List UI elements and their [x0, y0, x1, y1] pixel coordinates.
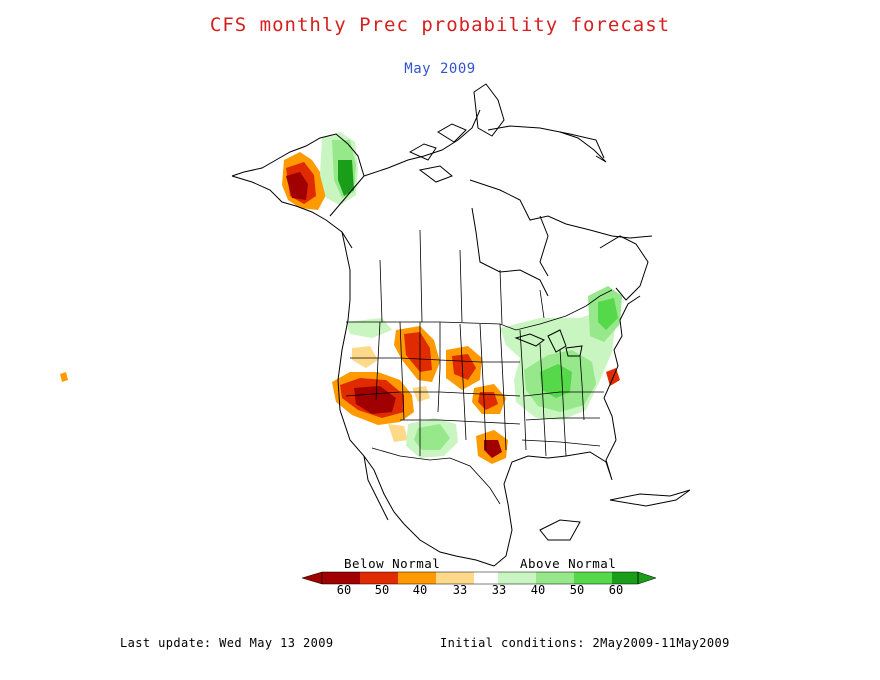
canada-provinces: [379, 229, 545, 325]
nevada-below-light: [388, 424, 408, 442]
west-coast: [337, 231, 405, 525]
alaska-border: [329, 175, 365, 217]
legend-swatch-above-60: [612, 572, 638, 584]
legend-bar: [301, 571, 657, 585]
initial-conditions-text: Initial conditions: 2May2009-11May2009: [440, 636, 730, 650]
political-borders: [345, 229, 613, 505]
legend-swatch-below-33: [436, 572, 474, 584]
oregon-below: [352, 346, 378, 368]
alaska-above-core: [338, 160, 354, 196]
east-above-core: [540, 364, 572, 398]
alaska-outline: [231, 133, 365, 249]
labrador-coast: [599, 235, 649, 301]
legend-tick-above-60: 60: [608, 583, 624, 597]
legend-tick-below-33: 33: [452, 583, 468, 597]
state-lines-west: [345, 321, 521, 456]
legend-swatch-below-40: [398, 572, 436, 584]
legend-tick-above-40: 40: [530, 583, 546, 597]
yucatan: [539, 519, 581, 541]
texas-below-core: [484, 440, 502, 458]
kansas-below-core: [478, 392, 498, 410]
canada-arctic: [363, 109, 653, 239]
legend-tick-above-50: 50: [569, 583, 585, 597]
legend-tick-above-33: 33: [491, 583, 507, 597]
arctic-islands: [408, 123, 467, 183]
montana-below-core: [404, 332, 432, 372]
hudson-bay: [471, 207, 549, 297]
legend-tick-below-40: 40: [412, 583, 428, 597]
gulf-coast: [493, 439, 617, 567]
coastlines: [231, 83, 691, 567]
north-border-above: [346, 318, 392, 338]
baffin-island: [473, 83, 505, 137]
legend-swatch-above-33: [498, 572, 536, 584]
baja: [363, 455, 389, 521]
chart-subtitle: May 2009: [404, 61, 476, 77]
legend-above-label: Above Normal: [520, 556, 617, 571]
legend-swatch-below-60: [322, 572, 360, 584]
legend-tick-below-50: 50: [374, 583, 390, 597]
legend-swatch-above-50: [574, 572, 612, 584]
legend-swatch-below-50: [360, 572, 398, 584]
us-mexico-border: [371, 447, 501, 505]
legend-frame: [321, 571, 639, 585]
east-coast: [603, 295, 641, 441]
legend-arrow-left: [301, 571, 323, 585]
hawaii-below: [60, 372, 68, 382]
legend-arrow-right: [637, 571, 657, 585]
mexico-pacific: [403, 523, 495, 567]
chart-title: CFS monthly Prec probability forecast: [209, 14, 671, 36]
northeast-above-core: [598, 298, 618, 330]
forecast-shading: [60, 132, 622, 464]
legend-swatch-normal: [474, 572, 498, 584]
alaska-below-core: [286, 172, 308, 200]
southwest-above-core: [414, 424, 450, 450]
legend-below-label: Below Normal: [344, 556, 441, 571]
us-canada-border: [346, 289, 613, 331]
legend-swatch-above-40: [536, 572, 574, 584]
state-lines-east: [521, 343, 604, 457]
state-lines-central: [459, 323, 527, 451]
cuba: [609, 489, 691, 507]
wyoming-below: [412, 386, 430, 402]
last-update-text: Last update: Wed May 13 2009: [120, 636, 334, 650]
greenland-edge: [559, 131, 607, 163]
legend-tick-below-60: 60: [336, 583, 352, 597]
